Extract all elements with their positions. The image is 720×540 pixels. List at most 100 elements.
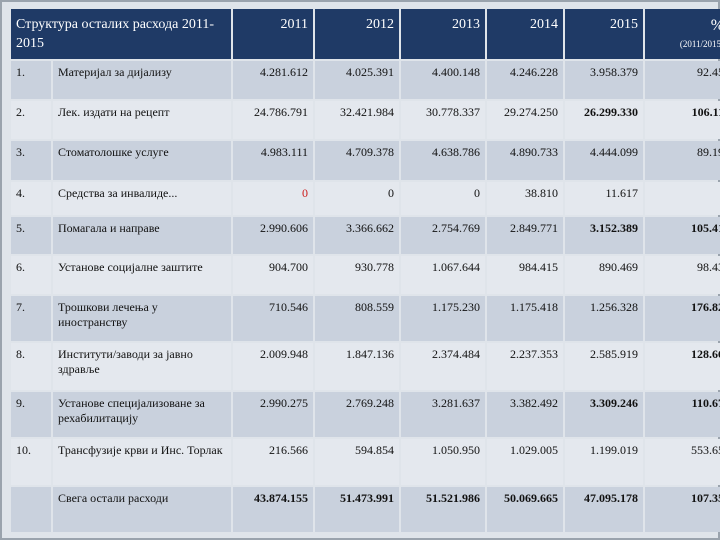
row-number: 6. [11,255,51,294]
cell-2011: 216.566 [233,439,314,485]
cell-2013: 1.050.950 [401,439,486,485]
table-row: 8. Институти/заводи за јавно здравље 2.009… [11,343,720,390]
cell-2012: 594.854 [315,439,400,485]
row-label: Трансфузије крви и Инс. Торлак [53,439,232,485]
row-number: 7. [11,295,51,342]
cell-percent: 105.41 [645,216,720,254]
cell-2012: 808.559 [315,295,400,342]
table-row: 9. Установе специјализоване за рехабилита… [11,391,720,438]
cell-2013: 4.400.148 [401,61,486,100]
cell-2013: 0 [401,181,486,215]
row-number: 9. [11,391,51,438]
row-label: Свега остали расходи [53,486,232,532]
cell-2011: 4.281.612 [233,61,314,100]
cell-2012: 930.778 [315,255,400,294]
row-label: Трошкови лечења у иностранству [53,295,232,342]
cell-2015: 11.617 [565,181,644,215]
row-label: Материјал за дијализу [53,61,232,100]
percent-label: % [650,17,720,35]
header-year-2012: 2012 [315,9,400,59]
expense-structure-table: Структура осталих расхода 2011-2015 2011… [9,7,720,534]
row-label: Помагала и направе [53,216,232,254]
row-label: Установе специјализоване за рехабилитаци… [53,391,232,438]
cell-2015: 26.299.330 [565,101,644,140]
cell-2012: 4.709.378 [315,141,400,180]
cell-2014: 50.069.665 [487,486,564,532]
table-row: 2. Лек. издати на рецепт 24.786.791 32.421.… [11,101,720,140]
cell-2013: 30.778.337 [401,101,486,140]
cell-2011: 4.983.111 [233,141,314,180]
cell-percent: 92.45 [645,61,720,100]
total-row: Свега остали расходи 43.874.155 51.473.991… [11,486,720,532]
cell-2015: 2.585.919 [565,343,644,390]
row-number: 8. [11,343,51,390]
row-label: Лек. издати на рецепт [53,101,232,140]
table-row: 1. Материјал за дијализу 4.281.612 4.025.39… [11,61,720,100]
cell-2013: 51.521.986 [401,486,486,532]
row-label: Стоматолошке услуге [53,141,232,180]
cell-2015: 3.958.379 [565,61,644,100]
cell-2014: 2.849.771 [487,216,564,254]
cell-percent: 107.35 [645,486,720,532]
cell-2015: 3.152.389 [565,216,644,254]
cell-2014: 2.237.353 [487,343,564,390]
cell-percent: 110.67 [645,391,720,438]
header-year-2014: 2014 [487,9,564,59]
header-row: Структура осталих расхода 2011-2015 2011… [11,9,720,59]
cell-2015: 1.199.019 [565,439,644,485]
cell-2015: 890.469 [565,255,644,294]
cell-2012: 32.421.984 [315,101,400,140]
cell-2014: 1.029.005 [487,439,564,485]
table-row: 6. Установе социјалне заштите 904.700 930.7… [11,255,720,294]
cell-2012: 1.847.136 [315,343,400,390]
cell-2012: 4.025.391 [315,61,400,100]
cell-2014: 4.890.733 [487,141,564,180]
row-label: Установе социјалне заштите [53,255,232,294]
cell-2014: 38.810 [487,181,564,215]
cell-2013: 2.374.484 [401,343,486,390]
row-number [11,486,51,532]
table-body: 1. Материјал за дијализу 4.281.612 4.025.39… [11,61,720,532]
cell-2015: 1.256.328 [565,295,644,342]
cell-2014: 3.382.492 [487,391,564,438]
cell-2014: 4.246.228 [487,61,564,100]
header-percent: % (2011/2015) [645,9,720,59]
table-row: 7. Трошкови лечења у иностранству 710.546 8… [11,295,720,342]
cell-percent: 553.65 [645,439,720,485]
percent-period: (2011/2015) [679,39,720,49]
row-number: 5. [11,216,51,254]
cell-2011: 24.786.791 [233,101,314,140]
header-year-2015: 2015 [565,9,644,59]
cell-2013: 4.638.786 [401,141,486,180]
row-number: 3. [11,141,51,180]
row-number: 1. [11,61,51,100]
cell-2013: 1.175.230 [401,295,486,342]
cell-2011: 904.700 [233,255,314,294]
cell-2014: 984.415 [487,255,564,294]
cell-2011: 2.009.948 [233,343,314,390]
row-label: Институти/заводи за јавно здравље [53,343,232,390]
cell-2015: 3.309.246 [565,391,644,438]
cell-2015: 47.095.178 [565,486,644,532]
cell-2011: 2.990.606 [233,216,314,254]
cell-2011: 0 [233,181,314,215]
cell-2014: 29.274.250 [487,101,564,140]
cell-2013: 2.754.769 [401,216,486,254]
cell-percent: 128.66 [645,343,720,390]
cell-2012: 0 [315,181,400,215]
row-number: 2. [11,101,51,140]
cell-2015: 4.444.099 [565,141,644,180]
cell-2011: 2.990.275 [233,391,314,438]
table-row: 10. Трансфузије крви и Инс. Торлак 216.566… [11,439,720,485]
row-number: 10. [11,439,51,485]
table-row: 5. Помагала и направе 2.990.606 3.366.662 2.… [11,216,720,254]
row-label: Средства за инвалиде... [53,181,232,215]
cell-percent: 176.82 [645,295,720,342]
table-row: 3. Стоматолошке услуге 4.983.111 4.709.378 4… [11,141,720,180]
cell-2012: 2.769.248 [315,391,400,438]
row-number: 4. [11,181,51,215]
cell-percent: 98.43 [645,255,720,294]
cell-2012: 3.366.662 [315,216,400,254]
cell-2014: 1.175.418 [487,295,564,342]
